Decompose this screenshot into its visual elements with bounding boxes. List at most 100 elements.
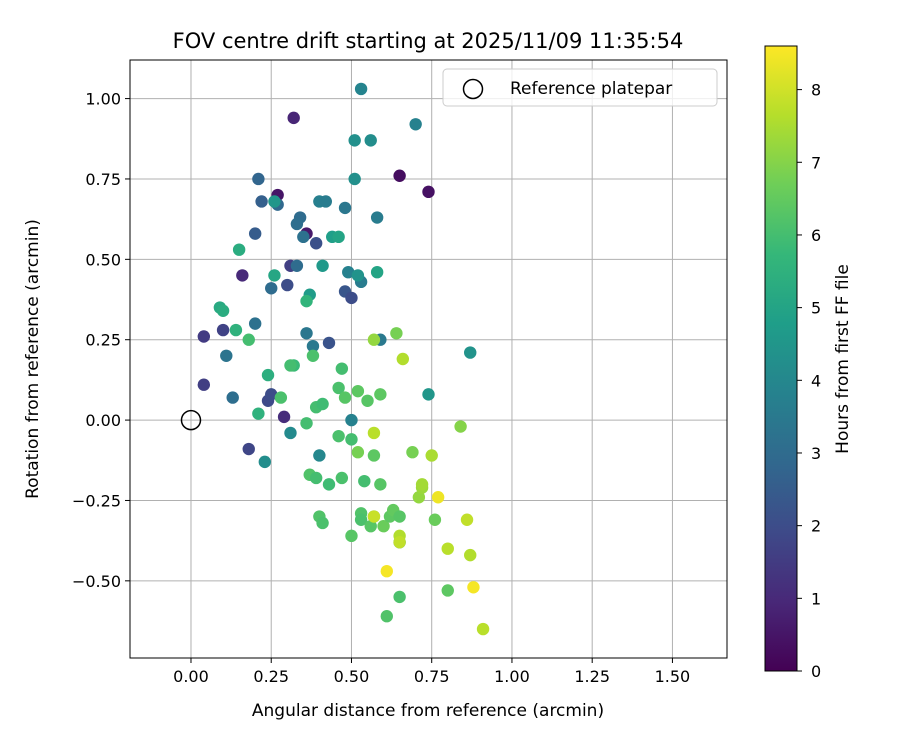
data-point xyxy=(268,195,281,208)
data-point xyxy=(358,474,371,488)
data-point xyxy=(216,323,230,337)
data-point xyxy=(316,397,329,411)
data-point xyxy=(236,269,249,282)
data-point xyxy=(229,323,243,337)
data-point xyxy=(393,536,406,549)
data-point xyxy=(351,446,365,459)
data-point xyxy=(322,336,336,350)
data-point xyxy=(422,185,435,199)
colorbar-tick-label: 3 xyxy=(811,444,821,463)
data-point xyxy=(252,407,265,420)
data-point xyxy=(284,359,297,372)
data-point xyxy=(274,391,288,404)
data-point xyxy=(422,388,435,401)
scatter-points xyxy=(197,82,490,636)
data-point xyxy=(364,519,377,533)
data-point xyxy=(342,265,355,279)
colorbar-tick-label: 5 xyxy=(811,299,821,318)
data-point xyxy=(345,433,358,446)
data-point xyxy=(332,429,345,443)
colorbar-label: Hours from first FF file xyxy=(833,264,853,454)
colorbar-tick-label: 1 xyxy=(811,589,821,608)
x-axis-label: Angular distance from reference (arcmin) xyxy=(252,701,604,721)
colorbar-tick-label: 7 xyxy=(811,153,821,172)
data-point xyxy=(300,417,313,430)
data-point xyxy=(332,230,345,244)
data-point xyxy=(460,513,474,526)
data-point xyxy=(242,333,255,346)
data-point xyxy=(335,471,349,485)
reference-marker xyxy=(180,409,202,431)
data-point xyxy=(316,516,329,530)
y-tick-label: 0.75 xyxy=(85,170,121,189)
data-point xyxy=(374,388,387,401)
data-point xyxy=(220,349,233,362)
data-point xyxy=(377,519,390,533)
y-axis-label: Rotation from reference (arcmin) xyxy=(23,219,43,499)
data-point xyxy=(351,384,365,398)
data-point xyxy=(290,217,304,231)
x-tick-label: 1.50 xyxy=(655,667,691,686)
reference-marker-group xyxy=(180,409,202,431)
legend: Reference platepar xyxy=(442,68,718,107)
data-point xyxy=(464,548,477,562)
data-point xyxy=(281,278,294,292)
data-point xyxy=(364,134,377,147)
data-point xyxy=(393,590,406,604)
data-point xyxy=(348,134,361,147)
data-point xyxy=(297,230,310,244)
data-point xyxy=(367,333,381,346)
data-point xyxy=(380,564,393,578)
data-point xyxy=(354,82,368,96)
data-point xyxy=(265,388,278,401)
colorbar xyxy=(764,45,798,672)
x-tick-label: 0.25 xyxy=(253,667,289,686)
x-tick-label: 1.25 xyxy=(574,667,610,686)
data-point xyxy=(255,195,268,208)
y-tick-label: −0.25 xyxy=(72,491,121,510)
data-point xyxy=(309,237,323,250)
data-point xyxy=(367,426,381,440)
data-point xyxy=(428,513,442,526)
data-point xyxy=(380,610,393,623)
data-point xyxy=(390,327,403,340)
data-point xyxy=(248,317,262,330)
data-point xyxy=(319,195,332,208)
x-axis-ticks: 0.00 0.25 0.50 0.75 1.00 1.25 1.50 xyxy=(173,658,690,686)
data-point xyxy=(197,330,211,343)
data-point xyxy=(300,327,313,340)
data-point xyxy=(316,259,329,272)
data-point xyxy=(232,243,246,256)
data-point xyxy=(393,169,406,182)
data-point xyxy=(197,378,211,391)
colorbar-tick-label: 2 xyxy=(811,517,821,536)
y-tick-label: 0.25 xyxy=(85,331,121,350)
x-tick-label: 1.00 xyxy=(494,667,530,686)
data-point xyxy=(242,442,255,456)
data-point xyxy=(351,269,365,282)
x-tick-label: 0.00 xyxy=(173,667,209,686)
chart-title: FOV centre drift starting at 2025/11/09 … xyxy=(173,29,684,53)
data-point xyxy=(309,471,323,485)
data-point xyxy=(345,529,358,543)
data-point xyxy=(345,413,358,427)
data-point xyxy=(322,478,336,491)
data-point xyxy=(252,172,265,186)
data-point xyxy=(216,304,230,317)
data-point xyxy=(332,381,345,395)
data-point xyxy=(258,455,272,469)
data-point xyxy=(476,622,490,636)
data-point xyxy=(393,510,406,523)
data-point xyxy=(290,259,304,272)
data-point xyxy=(313,449,326,462)
data-point xyxy=(345,291,358,305)
data-point xyxy=(284,426,297,440)
data-point xyxy=(335,362,349,375)
colorbar-tick-label: 4 xyxy=(811,371,821,390)
data-point xyxy=(277,410,291,424)
data-point xyxy=(268,269,281,282)
data-point xyxy=(338,391,352,404)
colorbar-tick-label: 6 xyxy=(811,226,821,245)
plot-area xyxy=(130,60,727,658)
